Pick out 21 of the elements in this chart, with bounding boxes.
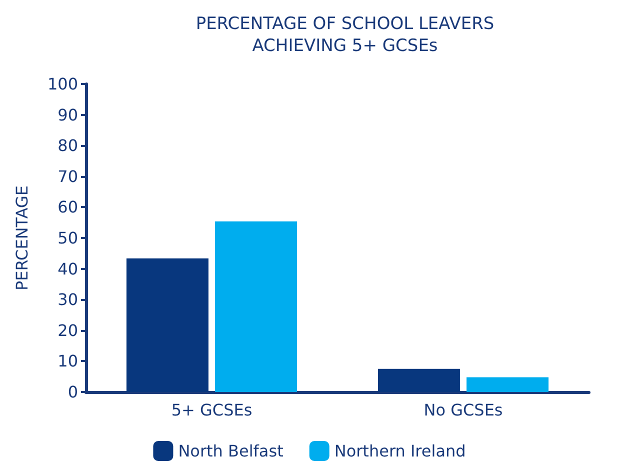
y-tick-label: 80 bbox=[58, 136, 78, 156]
y-tick-label: 50 bbox=[58, 228, 78, 248]
x-tick-label: No GCSEs bbox=[424, 400, 503, 420]
chart-title: PERCENTAGE OF SCHOOL LEAVERS ACHIEVING 5+ GCSEs bbox=[196, 14, 494, 56]
bar bbox=[126, 258, 208, 392]
y-tick-label: 70 bbox=[58, 166, 78, 186]
bar bbox=[215, 221, 298, 392]
legend-label: Northern Ireland bbox=[334, 442, 466, 460]
legend-label: North Belfast bbox=[178, 442, 284, 460]
y-tick-label: 100 bbox=[47, 74, 78, 94]
y-tick-label: 20 bbox=[58, 320, 78, 340]
bar bbox=[466, 377, 549, 392]
y-tick-label: 40 bbox=[58, 259, 78, 278]
x-tick-label: 5+ GCSEs bbox=[171, 400, 252, 420]
y-tick-label: 90 bbox=[58, 105, 78, 124]
y-tick-label: 30 bbox=[58, 290, 78, 310]
bar bbox=[378, 368, 460, 392]
y-axis-title: PERCENTAGE bbox=[12, 185, 32, 291]
y-tick-label: 0 bbox=[68, 382, 78, 402]
y-tick-label: 60 bbox=[58, 198, 78, 217]
y-tick-label: 10 bbox=[58, 352, 78, 371]
